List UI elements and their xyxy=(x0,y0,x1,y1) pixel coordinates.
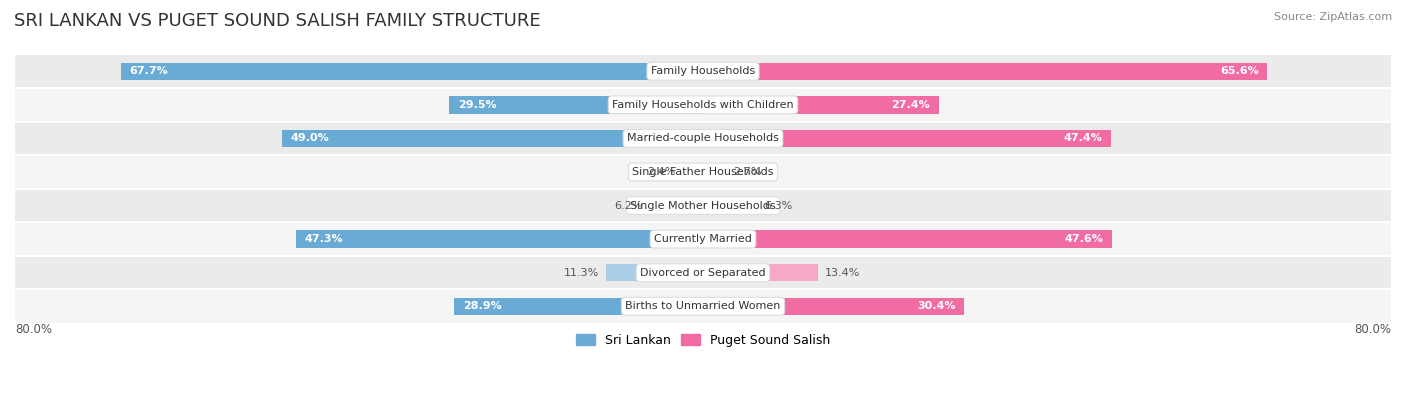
Bar xyxy=(454,297,703,315)
Bar xyxy=(15,189,1391,222)
Text: 49.0%: 49.0% xyxy=(290,134,329,143)
Bar xyxy=(15,290,1391,323)
Legend: Sri Lankan, Puget Sound Salish: Sri Lankan, Puget Sound Salish xyxy=(571,329,835,352)
Text: 6.2%: 6.2% xyxy=(614,201,643,211)
Text: Divorced or Separated: Divorced or Separated xyxy=(640,268,766,278)
Bar xyxy=(15,155,1391,189)
Text: 65.6%: 65.6% xyxy=(1220,66,1258,76)
Text: 27.4%: 27.4% xyxy=(891,100,929,110)
Text: 29.5%: 29.5% xyxy=(458,100,496,110)
Bar xyxy=(703,130,1111,147)
Text: Births to Unmarried Women: Births to Unmarried Women xyxy=(626,301,780,311)
Bar xyxy=(15,55,1391,88)
Text: Married-couple Households: Married-couple Households xyxy=(627,134,779,143)
Text: 13.4%: 13.4% xyxy=(825,268,860,278)
Text: SRI LANKAN VS PUGET SOUND SALISH FAMILY STRUCTURE: SRI LANKAN VS PUGET SOUND SALISH FAMILY … xyxy=(14,12,541,30)
Text: 2.4%: 2.4% xyxy=(647,167,675,177)
Text: 11.3%: 11.3% xyxy=(564,268,599,278)
Bar xyxy=(297,230,703,248)
Bar xyxy=(703,264,818,281)
Text: 47.6%: 47.6% xyxy=(1064,234,1104,244)
Bar xyxy=(703,163,727,181)
Text: 80.0%: 80.0% xyxy=(15,323,52,336)
Bar xyxy=(703,197,758,214)
Bar xyxy=(703,62,1267,80)
Bar xyxy=(703,230,1112,248)
Text: 6.3%: 6.3% xyxy=(763,201,793,211)
Text: 28.9%: 28.9% xyxy=(463,301,502,311)
Text: Source: ZipAtlas.com: Source: ZipAtlas.com xyxy=(1274,12,1392,22)
Text: Single Father Households: Single Father Households xyxy=(633,167,773,177)
Bar xyxy=(15,122,1391,155)
Text: Single Mother Households: Single Mother Households xyxy=(630,201,776,211)
Text: 2.7%: 2.7% xyxy=(733,167,762,177)
Text: 80.0%: 80.0% xyxy=(1354,323,1391,336)
Bar xyxy=(121,62,703,80)
Bar xyxy=(703,297,965,315)
Bar xyxy=(450,96,703,114)
Bar xyxy=(281,130,703,147)
Text: Currently Married: Currently Married xyxy=(654,234,752,244)
Text: 47.4%: 47.4% xyxy=(1063,134,1102,143)
Text: 47.3%: 47.3% xyxy=(305,234,343,244)
Bar xyxy=(606,264,703,281)
Text: 30.4%: 30.4% xyxy=(917,301,956,311)
Bar xyxy=(682,163,703,181)
Text: 67.7%: 67.7% xyxy=(129,66,169,76)
Text: Family Households with Children: Family Households with Children xyxy=(612,100,794,110)
Bar xyxy=(15,88,1391,122)
Text: Family Households: Family Households xyxy=(651,66,755,76)
Bar xyxy=(15,222,1391,256)
Bar xyxy=(15,256,1391,290)
Bar xyxy=(703,96,939,114)
Bar xyxy=(650,197,703,214)
